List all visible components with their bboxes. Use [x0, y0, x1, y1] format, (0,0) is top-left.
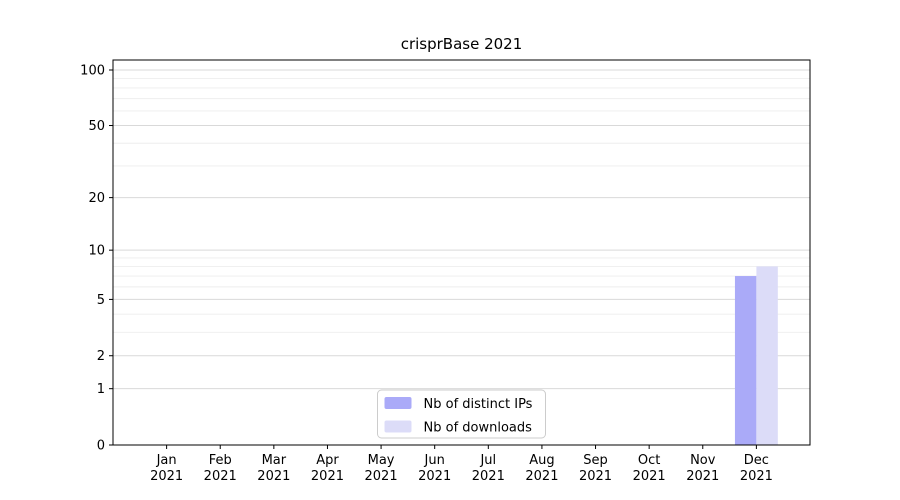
legend [377, 389, 546, 439]
bar [756, 266, 778, 445]
x-tick-year-label: 2021 [579, 469, 612, 484]
x-tick-month-label: Jan [156, 453, 177, 468]
bar [734, 276, 757, 445]
x-tick-month-label: Aug [529, 453, 554, 468]
legend-label: Nb of distinct IPs [424, 397, 533, 412]
plot-border [112, 59, 811, 446]
x-tick-month-label: Mar [262, 453, 287, 468]
y-tick-label: 10 [88, 244, 105, 259]
x-tick-year-label: 2021 [257, 469, 290, 484]
x-tick-year-label: 2021 [150, 469, 183, 484]
chart-title: crisprBase 2021 [400, 35, 523, 53]
x-tick-month-label: May [368, 453, 395, 468]
x-tick-year-label: 2021 [633, 469, 666, 484]
x-tick-month-label: Dec [744, 453, 769, 468]
x-tick-year-label: 2021 [740, 469, 773, 484]
y-tick-label: 5 [97, 293, 105, 308]
x-tick-year-label: 2021 [472, 469, 505, 484]
x-tick-year-label: 2021 [311, 469, 344, 484]
x-tick-year-label: 2021 [686, 469, 719, 484]
y-tick-label: 20 [88, 191, 105, 206]
x-tick-year-label: 2021 [525, 469, 558, 484]
legend-swatch [384, 397, 412, 409]
x-tick-month-label: Nov [690, 453, 716, 468]
x-tick-year-label: 2021 [365, 469, 398, 484]
y-tick-label: 100 [80, 64, 105, 79]
x-tick-month-label: Apr [316, 453, 339, 468]
legend-swatch [384, 420, 412, 433]
x-tick-month-label: Oct [638, 453, 660, 468]
x-tick-year-label: 2021 [204, 469, 237, 484]
y-tick-label: 0 [97, 439, 105, 454]
x-tick-month-label: Feb [209, 453, 232, 468]
legend-label: Nb of downloads [424, 421, 533, 436]
y-tick-label: 2 [97, 349, 105, 364]
x-tick-year-label: 2021 [418, 469, 451, 484]
x-tick-month-label: Jun [424, 453, 445, 468]
y-tick-label: 50 [88, 119, 105, 134]
y-tick-label: 1 [97, 382, 105, 397]
x-tick-month-label: Sep [583, 453, 608, 468]
x-tick-month-label: Jul [479, 453, 496, 468]
